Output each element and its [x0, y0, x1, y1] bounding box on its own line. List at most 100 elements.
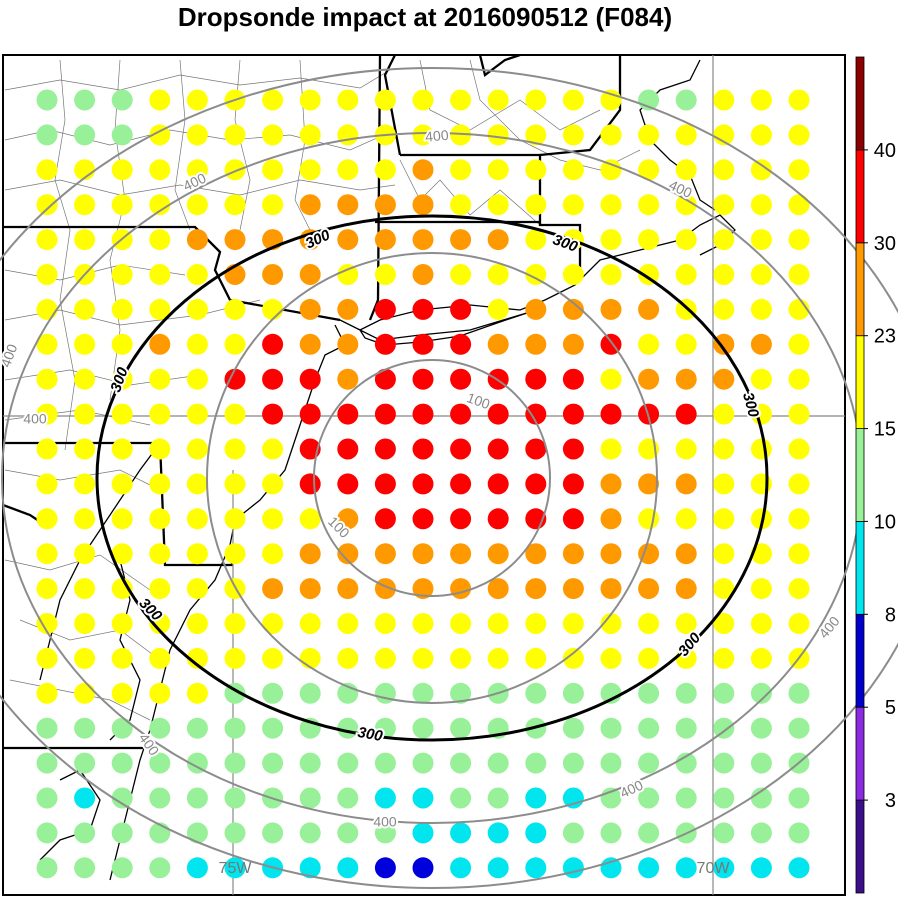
dot-marker: [186, 89, 208, 111]
dot-marker: [450, 298, 472, 320]
dot-marker: [638, 333, 660, 355]
dot-marker: [36, 647, 58, 669]
dot-marker: [450, 787, 472, 809]
dot-marker: [337, 298, 359, 320]
dot-marker: [186, 368, 208, 390]
dot-marker: [74, 403, 96, 425]
colorbar-label: 30: [874, 233, 896, 255]
dot-marker: [299, 508, 321, 530]
colorbar: 3 5 8 10 15 23 30 40: [855, 56, 896, 894]
dot-marker: [713, 717, 735, 739]
dot-marker: [525, 368, 547, 390]
dot-marker: [374, 543, 396, 565]
dot-marker: [374, 682, 396, 704]
dot-marker: [186, 682, 208, 704]
dot-marker: [149, 264, 171, 285]
dot-marker: [74, 822, 96, 844]
colorbar-segment: [855, 56, 865, 151]
dot-marker: [788, 89, 810, 111]
dot-marker: [337, 229, 359, 251]
dot-marker: [750, 578, 772, 600]
dot-marker: [675, 264, 697, 285]
colorbar-segment: [855, 799, 865, 894]
dot-marker: [562, 333, 584, 355]
dot-marker: [224, 124, 246, 146]
dot-marker: [450, 717, 472, 739]
dot-marker: [450, 229, 472, 251]
dot-marker: [74, 438, 96, 460]
dot-marker: [750, 194, 772, 216]
dot-marker: [186, 229, 208, 251]
dot-marker: [262, 298, 284, 320]
dot-marker: [638, 124, 660, 146]
colorbar-segment: [855, 149, 865, 244]
dot-marker: [262, 473, 284, 495]
dot-marker: [412, 403, 434, 425]
dot-marker: [111, 159, 133, 181]
dot-marker: [74, 752, 96, 774]
dot-marker: [299, 298, 321, 320]
dot-marker: [374, 194, 396, 216]
dot-marker: [487, 857, 509, 879]
dot-marker: [374, 613, 396, 634]
dot-marker: [186, 194, 208, 216]
dot-marker: [675, 368, 697, 390]
colorbar-segment: [855, 521, 865, 615]
dot-marker: [487, 124, 509, 146]
dot-marker: [299, 194, 321, 216]
dot-marker: [186, 578, 208, 600]
dot-marker: [788, 543, 810, 565]
dot-marker: [562, 752, 584, 774]
dot-marker: [750, 333, 772, 355]
dot-marker: [337, 473, 359, 495]
dot-marker: [600, 438, 622, 460]
dot-marker: [111, 403, 133, 425]
dot-marker: [713, 194, 735, 216]
dot-marker: [374, 368, 396, 390]
dot-marker: [600, 194, 622, 216]
dot-marker: [638, 857, 660, 879]
dot-marker: [36, 229, 58, 251]
dot-marker: [600, 124, 622, 146]
dot-marker: [149, 578, 171, 600]
dot-marker: [525, 124, 547, 146]
dot-marker: [374, 717, 396, 739]
contour-400-outer: [0, 67, 898, 889]
dot-marker: [562, 822, 584, 844]
dot-marker: [750, 857, 772, 879]
dot-marker: [562, 264, 584, 285]
dot-marker: [788, 857, 810, 879]
dot-marker: [299, 403, 321, 425]
dot-marker: [299, 264, 321, 285]
dot-marker: [487, 229, 509, 251]
dot-marker: [224, 298, 246, 320]
colorbar-label: 23: [874, 326, 896, 348]
dot-marker: [74, 124, 96, 146]
dot-marker: [299, 368, 321, 390]
dot-marker: [374, 822, 396, 844]
dot-marker: [600, 717, 622, 739]
dot-marker: [450, 822, 472, 844]
dot-marker: [412, 822, 434, 844]
dot-marker: [412, 717, 434, 739]
dot-marker: [487, 333, 509, 355]
dot-marker: [337, 752, 359, 774]
colorbar-label: 5: [885, 697, 896, 719]
dot-marker: [675, 473, 697, 495]
dot-marker: [111, 543, 133, 565]
dot-marker: [299, 333, 321, 355]
dot-marker: [713, 124, 735, 146]
dot-marker: [487, 438, 509, 460]
dot-marker: [713, 368, 735, 390]
dot-marker: [562, 438, 584, 460]
dot-marker: [675, 752, 697, 774]
dot-marker: [788, 368, 810, 390]
dot-marker: [788, 717, 810, 739]
dot-marker: [487, 647, 509, 669]
dot-marker: [525, 473, 547, 495]
contour-label: 400: [373, 814, 397, 830]
dot-marker: [713, 752, 735, 774]
dot-marker: [713, 682, 735, 704]
dot-marker: [525, 264, 547, 285]
dot-marker: [74, 578, 96, 600]
